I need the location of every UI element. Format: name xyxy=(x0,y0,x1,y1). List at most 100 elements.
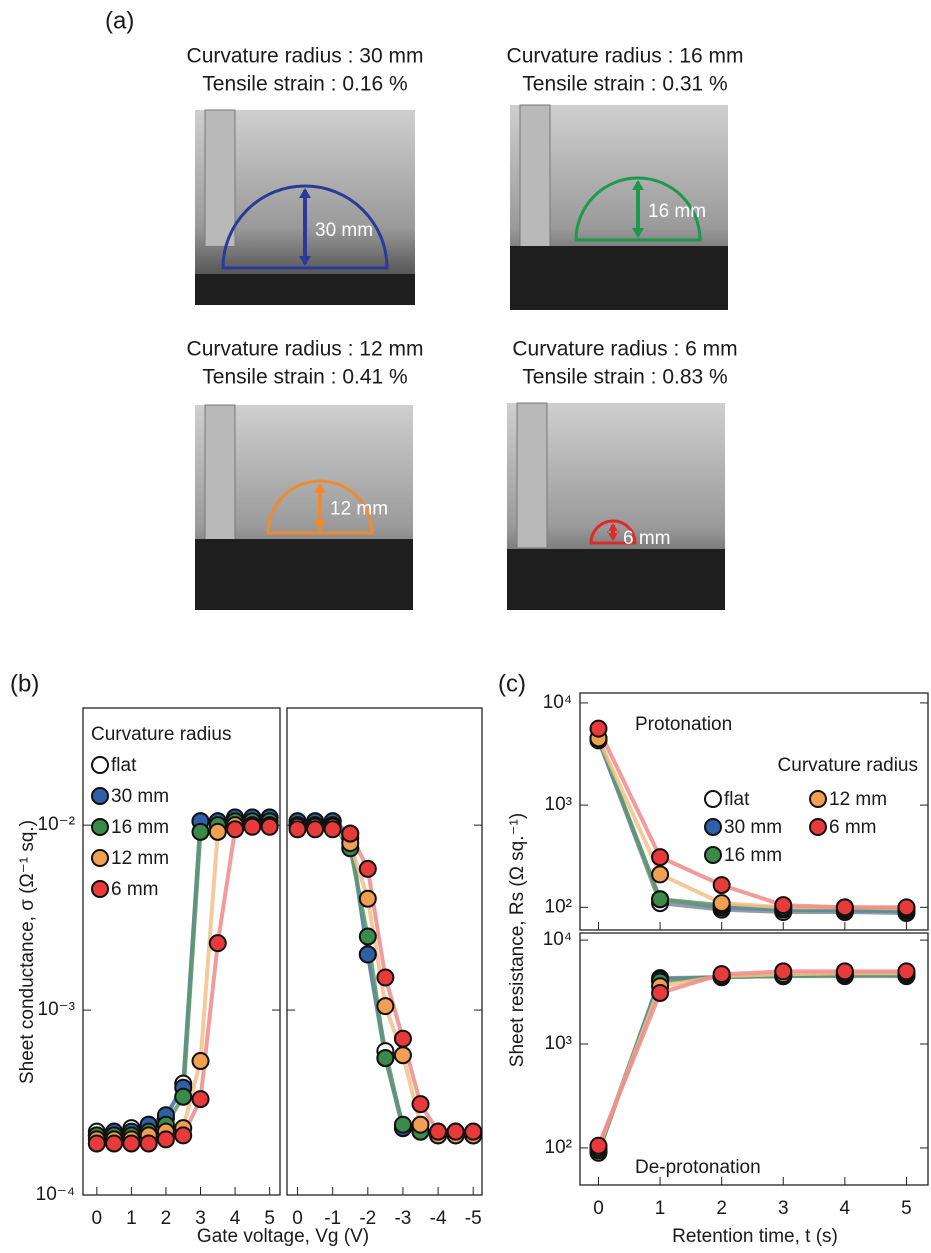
data-point xyxy=(122,1134,141,1153)
data-point xyxy=(712,965,731,984)
data-point xyxy=(358,859,377,878)
legend-label: 12 mm xyxy=(111,848,169,869)
x-tick-label: 0 xyxy=(292,1208,303,1229)
legend-label: 6 mm xyxy=(829,817,877,838)
y-tick-label: 10² xyxy=(545,896,572,917)
x-tick-label: -4 xyxy=(430,1208,447,1229)
caption: Curvature radius : 12 mm xyxy=(187,338,424,361)
data-point xyxy=(835,898,854,917)
data-point xyxy=(208,934,227,953)
series-line xyxy=(596,973,907,1151)
data-point xyxy=(376,997,395,1016)
data-point xyxy=(191,822,210,841)
x-tick-label: 3 xyxy=(778,1198,789,1219)
plot-frame xyxy=(286,707,483,1196)
caption: Tensile strain : 0.41 % xyxy=(202,366,407,389)
caption: Tensile strain : 0.31 % xyxy=(522,73,727,96)
legend-label: 6 mm xyxy=(111,879,159,900)
legend-marker xyxy=(91,818,109,836)
legend-title: Curvature radius xyxy=(778,755,918,776)
data-point xyxy=(139,1134,158,1153)
data-point xyxy=(897,962,916,981)
data-point xyxy=(323,820,342,839)
annotation: Protonation xyxy=(635,714,732,735)
x-tick-label: 5 xyxy=(264,1208,275,1229)
stage xyxy=(195,274,415,305)
data-point xyxy=(358,927,377,946)
data-point xyxy=(712,876,731,895)
series-line xyxy=(596,974,907,1154)
data-point xyxy=(651,865,670,884)
data-point xyxy=(376,968,395,987)
panel-label: (a) xyxy=(105,7,134,34)
stage xyxy=(195,539,413,610)
data-point xyxy=(306,820,325,839)
legend-label: 12 mm xyxy=(829,789,887,810)
data-point xyxy=(226,820,245,839)
panel-label: (b) xyxy=(10,670,39,697)
x-tick-label: -1 xyxy=(324,1208,341,1229)
data-point xyxy=(411,1095,430,1114)
data-point xyxy=(191,1052,210,1071)
arrow-head xyxy=(607,523,619,541)
stage xyxy=(507,549,725,610)
stage xyxy=(510,246,728,310)
legend-label: flat xyxy=(111,755,137,776)
data-point xyxy=(589,1136,608,1155)
y-tick-label: 10⁻⁴ xyxy=(36,1184,75,1205)
data-point xyxy=(358,889,377,908)
legend-marker xyxy=(91,880,109,898)
plot-frame xyxy=(82,707,281,1196)
y-tick-label: 10⁴ xyxy=(543,929,572,950)
x-tick-label: -2 xyxy=(359,1208,376,1229)
data-point xyxy=(774,962,793,981)
data-point xyxy=(260,817,279,836)
legend-marker xyxy=(704,818,722,836)
dimension-label: 6 mm xyxy=(623,528,671,549)
caption: Curvature radius : 6 mm xyxy=(512,338,737,361)
legend-label: 16 mm xyxy=(724,845,782,866)
x-tick-label: 4 xyxy=(840,1198,851,1219)
series-line xyxy=(596,969,907,1147)
caption: Tensile strain : 0.83 % xyxy=(522,366,727,389)
caption: Tensile strain : 0.16 % xyxy=(202,73,407,96)
data-point xyxy=(464,1122,483,1141)
dimension-label: 16 mm xyxy=(648,201,706,222)
data-point xyxy=(174,1087,193,1106)
legend-label: 30 mm xyxy=(111,786,169,807)
legend-label: flat xyxy=(724,789,750,810)
arrow-head xyxy=(314,483,326,531)
data-point xyxy=(243,817,262,836)
x-tick-label: -3 xyxy=(394,1208,411,1229)
x-tick-label: 2 xyxy=(161,1208,172,1229)
plot-frame xyxy=(579,932,929,1186)
data-point xyxy=(651,890,670,909)
legend-marker xyxy=(704,790,722,808)
legend-label: 16 mm xyxy=(111,817,169,838)
x-axis-label: Retention time, t (s) xyxy=(672,1226,838,1247)
y-axis-label: Sheet resistance, Rs (Ω sq.⁻¹) xyxy=(507,813,528,1067)
dimension-label: 12 mm xyxy=(330,499,388,520)
data-point xyxy=(446,1122,465,1141)
data-point xyxy=(174,1126,193,1145)
caption: Curvature radius : 16 mm xyxy=(507,45,744,68)
y-axis-label: Sheet conductance, σ (Ω⁻¹ sq.) xyxy=(17,820,38,1084)
x-tick-label: 1 xyxy=(126,1208,137,1229)
plot-frame xyxy=(579,692,929,931)
legend-marker xyxy=(91,849,109,867)
data-point xyxy=(288,820,307,839)
ruler xyxy=(516,402,548,549)
curvature-arc xyxy=(266,479,374,535)
data-point xyxy=(191,1090,210,1109)
data-point xyxy=(341,824,360,843)
ruler xyxy=(519,104,551,249)
legend-label: 30 mm xyxy=(724,817,782,838)
y-tick-label: 10⁻³ xyxy=(38,999,76,1020)
data-point xyxy=(393,1046,412,1065)
curvature-arc xyxy=(221,184,389,270)
data-point xyxy=(376,1049,395,1068)
y-tick-label: 10³ xyxy=(545,794,572,815)
series-line xyxy=(596,727,907,910)
ruler xyxy=(204,404,236,549)
